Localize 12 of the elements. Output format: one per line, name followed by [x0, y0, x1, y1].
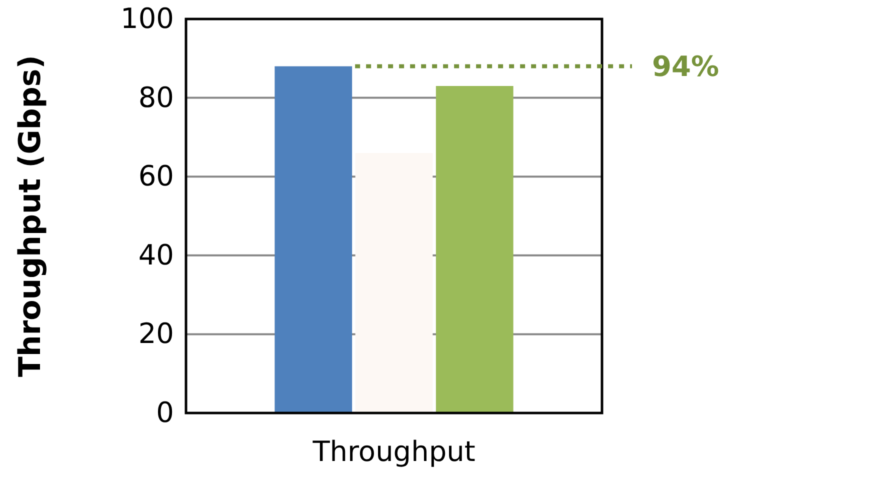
bar — [355, 152, 433, 413]
x-tick-label: Throughput — [312, 434, 476, 468]
bar — [274, 66, 352, 413]
text: 94% — [652, 50, 720, 84]
y-tick-label: 0 — [156, 396, 174, 429]
y-tick-label: 40 — [138, 238, 174, 272]
y-tick-label: 100 — [120, 2, 174, 35]
y-axis-title: Throughput (Gbps) — [13, 55, 48, 377]
bar — [436, 86, 514, 413]
y-tick-label: 60 — [138, 160, 174, 193]
y-tick-label: 80 — [138, 80, 174, 114]
y-tick-label: 20 — [138, 317, 174, 350]
